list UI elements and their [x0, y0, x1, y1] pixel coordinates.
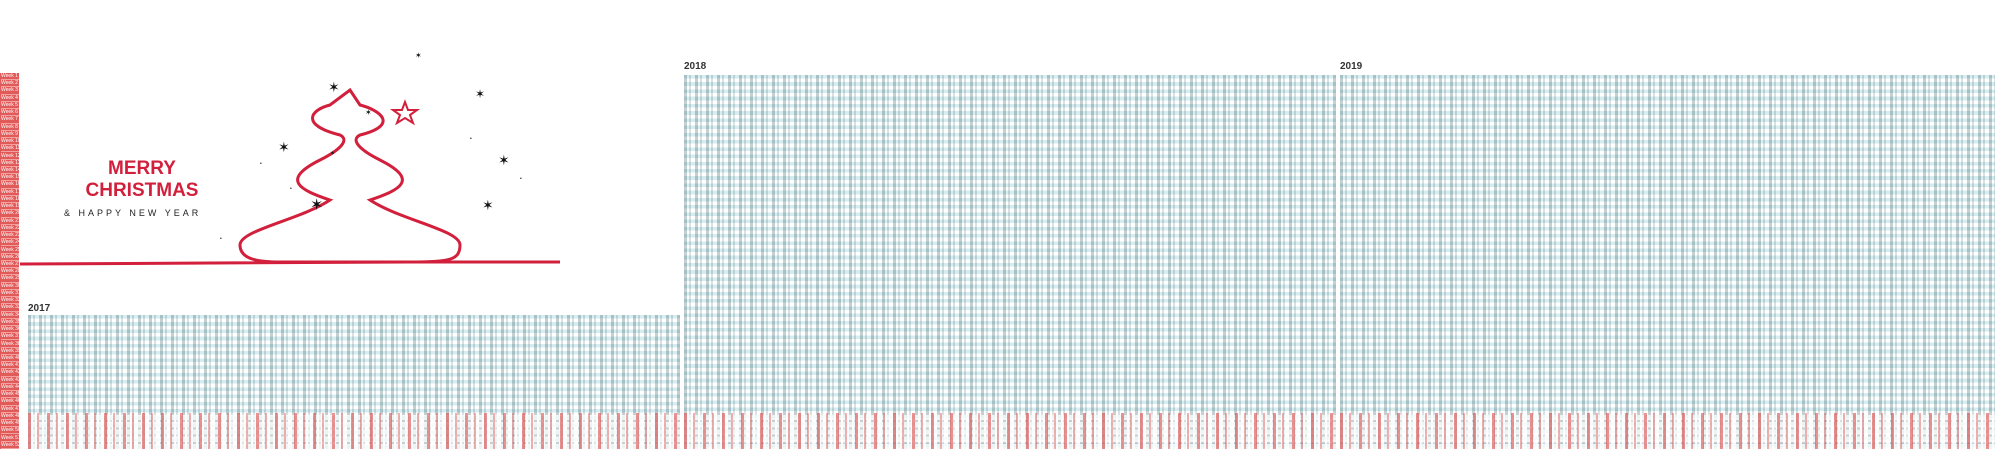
- svg-text:•: •: [470, 136, 472, 142]
- week-label: Week 4: [1, 94, 19, 102]
- greeting-title: MERRY CHRISTMAS: [72, 158, 212, 202]
- tree-star: [389, 99, 421, 126]
- greeting-line: MERRY: [108, 158, 176, 179]
- week-label: Week 51: [1, 434, 21, 442]
- week-label: Week 26: [1, 253, 21, 261]
- week-label: Week 19: [1, 203, 21, 211]
- week-label: Week 32: [1, 297, 21, 305]
- week-label: Week 50: [1, 427, 21, 435]
- svg-text:✶: ✶: [498, 152, 510, 168]
- week-label: Week 10: [1, 138, 21, 146]
- week-label: Week 20: [1, 210, 21, 218]
- week-label: Week 36: [1, 326, 21, 334]
- week-label: Week 9: [1, 130, 19, 139]
- week-label: Week 49: [1, 420, 21, 428]
- week-label: Week 42: [1, 369, 21, 377]
- svg-text:•: •: [220, 236, 222, 242]
- week-label: Week 27: [1, 260, 21, 269]
- holiday-cells: [1340, 413, 1995, 449]
- week-label: Week 25: [1, 246, 21, 254]
- week-label: Week 6: [1, 109, 19, 117]
- svg-text:✶: ✶: [365, 108, 372, 117]
- week-label: Week 38: [1, 340, 21, 348]
- week-label: Week 43: [1, 376, 21, 384]
- week-label: Week 39: [1, 347, 21, 355]
- week-label: Week 22: [1, 224, 21, 233]
- svg-text:✶: ✶: [482, 197, 494, 213]
- greeting-subtitle: & HAPPY NEW YEAR: [64, 208, 202, 218]
- svg-text:✶: ✶: [278, 139, 290, 155]
- greeting-line: CHRISTMAS: [85, 180, 199, 201]
- week-label: Week 12: [1, 152, 21, 160]
- svg-text:✶: ✶: [415, 51, 422, 60]
- week-label: Week 48: [1, 412, 21, 420]
- svg-text:✶: ✶: [330, 150, 335, 157]
- year-label: 2017: [28, 303, 51, 314]
- week-label: Week 40: [1, 354, 21, 363]
- week-label: Week 47: [1, 405, 21, 413]
- week-label: Week 5: [1, 101, 19, 110]
- year-label: 2018: [684, 61, 707, 72]
- week-label: Week 28: [1, 268, 21, 276]
- holiday-cells: [28, 413, 680, 449]
- week-label: Week 46: [1, 398, 21, 406]
- week-label: Week 8: [1, 123, 19, 131]
- week-label: Week 45: [1, 391, 21, 399]
- week-label: Week 15: [1, 174, 21, 182]
- week-label: Week 14: [1, 166, 21, 175]
- week-label: Week 2: [1, 80, 19, 88]
- week-label: Week 17: [1, 188, 21, 196]
- week-label: Week 30: [1, 282, 21, 290]
- christmas-graphic: ✶ ✶ ✶ ✶ ✶ ✶ ✶ ✶ ✶ • • • • •: [20, 51, 560, 266]
- tree-line: [20, 87, 560, 266]
- svg-text:✶: ✶: [328, 79, 340, 95]
- week-label: Week 33: [1, 304, 21, 312]
- svg-text:•: •: [290, 186, 292, 192]
- week-label: Week 35: [1, 318, 21, 326]
- stars: ✶ ✶ ✶ ✶ ✶ ✶ ✶ ✶ ✶ • • • • •: [220, 51, 522, 242]
- week-label: Week 7: [1, 116, 19, 124]
- svg-text:✶: ✶: [310, 197, 323, 214]
- svg-text:✶: ✶: [475, 87, 485, 101]
- year-grid: [1340, 75, 1995, 449]
- week-label: Week 1: [1, 73, 19, 81]
- week-label: Week 18: [1, 195, 21, 204]
- week-sidebar: Week 1 Week 2 Week 3 Week 4 Week 5 Week 6 Week…: [0, 73, 21, 449]
- week-label: Week 44: [1, 383, 21, 392]
- year-grid: [28, 315, 680, 449]
- svg-text:•: •: [260, 161, 262, 167]
- holiday-cells: [684, 413, 1336, 449]
- week-label: Week 37: [1, 333, 21, 341]
- week-label: Week 34: [1, 311, 21, 319]
- week-label: Week 16: [1, 181, 21, 189]
- week-label: Week 52: [1, 441, 21, 449]
- week-label: Week 29: [1, 275, 21, 283]
- week-label: Week 41: [1, 362, 21, 370]
- year-grid: [684, 75, 1336, 449]
- week-label: Week 13: [1, 159, 21, 167]
- week-label: Week 3: [1, 87, 19, 95]
- week-label: Week 23: [1, 232, 21, 240]
- week-label: Week 11: [1, 145, 21, 153]
- year-label: 2019: [1340, 61, 1363, 72]
- week-label: Week 21: [1, 217, 21, 225]
- week-label: Week 24: [1, 239, 21, 247]
- svg-text:•: •: [520, 176, 522, 182]
- week-label: Week 31: [1, 289, 21, 298]
